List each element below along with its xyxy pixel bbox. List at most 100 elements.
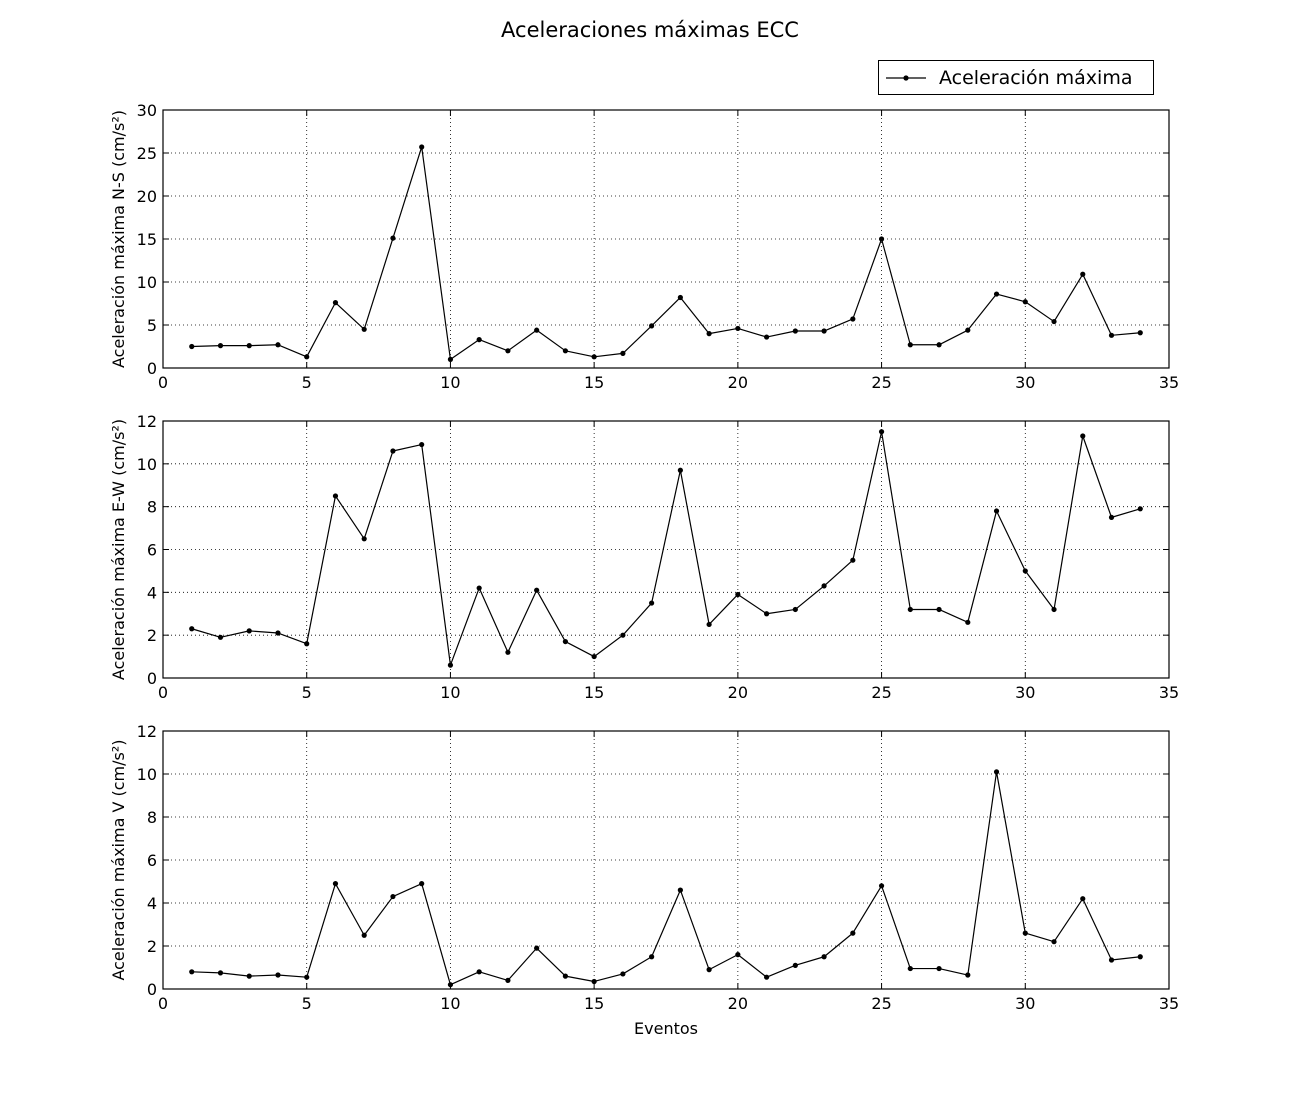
data-point — [419, 881, 425, 887]
y-tick-label: 8 — [147, 808, 157, 827]
data-point — [620, 971, 626, 977]
x-axis-label: Eventos — [634, 1019, 698, 1038]
y-tick-label: 20 — [137, 187, 157, 206]
data-point — [332, 493, 339, 499]
data-point — [189, 626, 195, 632]
data-point — [390, 448, 396, 454]
data-point — [189, 969, 195, 975]
data-point — [1051, 606, 1057, 613]
x-tick-label: 0 — [158, 994, 168, 1013]
x-tick-label: 15 — [584, 994, 604, 1013]
data-point — [275, 972, 281, 978]
data-point — [304, 354, 310, 360]
data-point — [304, 974, 310, 980]
y-tick-label: 10 — [137, 273, 157, 292]
data-point — [821, 954, 827, 960]
data-point — [476, 969, 482, 975]
data-point — [361, 326, 367, 332]
data-point — [419, 441, 425, 448]
data-point — [1137, 506, 1143, 512]
data-point — [361, 536, 367, 542]
data-point — [792, 328, 798, 334]
x-tick-label: 5 — [302, 683, 312, 702]
data-point — [735, 952, 741, 958]
y-tick-label: 0 — [147, 980, 157, 999]
data-point — [390, 235, 396, 241]
data-point — [907, 342, 913, 348]
data-point — [764, 611, 770, 617]
y-tick-label: 30 — [137, 101, 157, 120]
series-line — [191, 146, 1141, 360]
series-line — [191, 771, 1141, 986]
data-point — [850, 930, 856, 936]
data-point — [332, 881, 339, 887]
data-point — [735, 325, 741, 332]
data-point — [1051, 939, 1057, 945]
data-point — [447, 356, 454, 362]
data-point — [878, 883, 885, 889]
data-point — [505, 348, 511, 354]
data-point — [1022, 568, 1028, 574]
legend-line-sample — [886, 74, 926, 81]
data-point — [562, 348, 569, 354]
data-point — [706, 621, 712, 628]
y-tick-label: 6 — [147, 541, 157, 560]
data-point — [821, 328, 827, 334]
y-tick-label: 6 — [147, 851, 157, 870]
data-point — [993, 508, 1000, 514]
x-tick-label: 10 — [440, 683, 460, 702]
data-point — [1080, 433, 1086, 439]
data-point — [246, 628, 252, 634]
data-point — [936, 606, 942, 613]
data-point — [505, 649, 511, 655]
y-tick-label: 4 — [147, 583, 157, 602]
x-tick-label: 10 — [440, 373, 460, 392]
data-point — [189, 343, 195, 350]
data-point — [993, 291, 1000, 297]
x-tick-label: 5 — [302, 994, 312, 1013]
data-point — [706, 331, 712, 337]
data-point — [792, 606, 798, 613]
data-point — [1137, 330, 1143, 336]
data-point — [878, 236, 885, 242]
data-point — [419, 144, 425, 150]
data-point — [649, 954, 655, 960]
data-point — [792, 962, 798, 968]
data-point — [907, 606, 913, 613]
data-point — [476, 585, 482, 591]
x-tick-label: 25 — [871, 683, 891, 702]
data-point — [591, 653, 597, 660]
y-tick-label: 12 — [137, 412, 157, 431]
data-point — [534, 327, 540, 333]
axes-frame — [162, 420, 1170, 679]
axes-frame — [162, 730, 1170, 990]
data-point — [1080, 271, 1086, 277]
data-point — [217, 634, 224, 640]
x-tick-label: 25 — [871, 373, 891, 392]
data-point — [878, 429, 885, 435]
axes-frame — [162, 109, 1170, 369]
x-tick-label: 30 — [1015, 373, 1035, 392]
data-point — [620, 350, 626, 356]
y-tick-label: 10 — [137, 765, 157, 784]
y-tick-label: 25 — [137, 144, 157, 163]
data-point — [275, 630, 281, 636]
y-tick-label: 4 — [147, 894, 157, 913]
y-tick-label: 15 — [137, 230, 157, 249]
y-tick-label: 10 — [137, 455, 157, 474]
data-point — [821, 583, 827, 589]
data-point — [1108, 957, 1115, 963]
x-tick-label: 20 — [728, 994, 748, 1013]
data-point — [764, 974, 770, 980]
data-point — [591, 354, 597, 360]
data-point — [332, 300, 339, 306]
data-point — [850, 316, 856, 322]
data-point — [677, 467, 683, 473]
data-point — [649, 323, 655, 329]
x-tick-label: 35 — [1159, 683, 1179, 702]
data-point — [907, 965, 913, 972]
data-point — [217, 970, 224, 976]
x-tick-label: 15 — [584, 373, 604, 392]
x-tick-label: 10 — [440, 994, 460, 1013]
